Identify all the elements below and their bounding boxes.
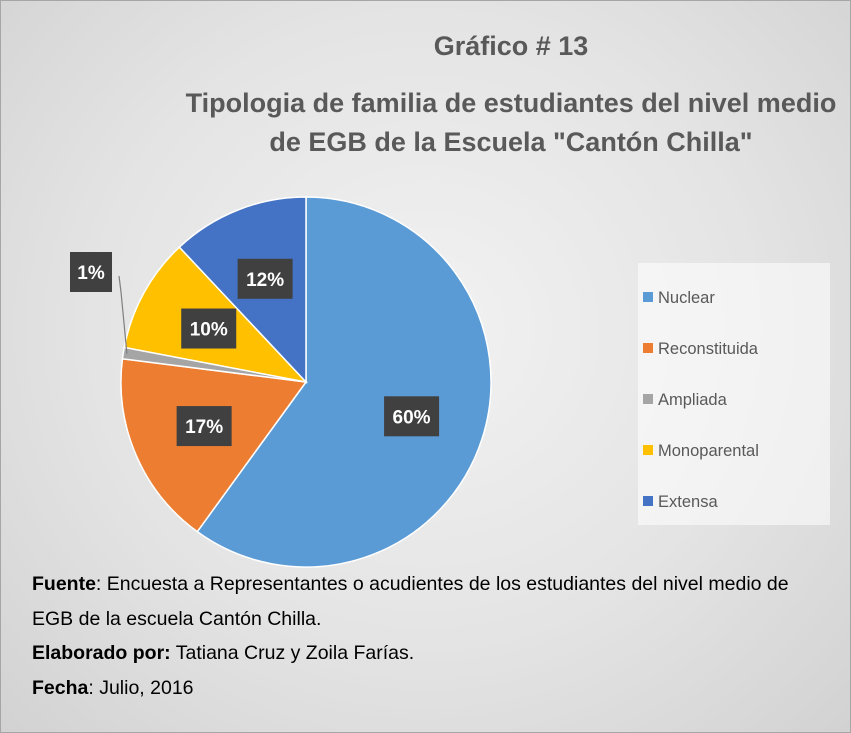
- legend-label: Extensa: [658, 493, 718, 511]
- data-label-box: [384, 396, 440, 437]
- footnote: Fuente: Encuesta a Representantes o acud…: [32, 567, 822, 636]
- legend-label: Monoparental: [658, 442, 759, 460]
- data-label: 17%: [185, 417, 223, 438]
- data-label-box: [237, 258, 293, 299]
- legend-swatch: [643, 292, 653, 302]
- data-label: 12%: [246, 270, 284, 291]
- legend-label: Ampliada: [658, 391, 728, 409]
- data-label: 1%: [77, 263, 105, 284]
- legend-swatch: [643, 496, 653, 506]
- title-block: Gráfico # 13 Tipologia de familia de est…: [181, 27, 841, 162]
- data-label: 10%: [190, 320, 228, 341]
- data-label-box: [176, 406, 232, 447]
- data-label-box: [70, 252, 112, 292]
- legend-label: Reconstituida: [658, 340, 759, 358]
- legend-swatch: [643, 394, 653, 404]
- footnote-label: Elaborado por:: [32, 642, 171, 664]
- chart-title: Gráfico # 13: [433, 31, 589, 61]
- legend-swatch: [643, 343, 653, 353]
- footnote: Elaborado por: Tatiana Cruz y Zoila Farí…: [32, 636, 822, 671]
- pie-slice: [196, 196, 492, 568]
- data-label: 60%: [393, 407, 431, 428]
- footnote-text: : Julio, 2016: [88, 676, 194, 699]
- legend-label: Nuclear: [658, 289, 715, 307]
- leader-line: [118, 275, 128, 354]
- footnotes: Fuente: Encuesta a Representantes o acud…: [32, 567, 822, 705]
- footnote-text: : Encuesta a Representantes o acudientes…: [32, 573, 789, 630]
- legend-box: [638, 263, 830, 525]
- footnote-label: Fecha: [32, 676, 89, 699]
- footnote-label: Fuente: [32, 573, 96, 595]
- data-label-box: [181, 308, 237, 349]
- footnote: Fecha: Julio, 2016: [32, 671, 822, 706]
- chart-subtitle: Tipologia de familia de estudiantes del …: [185, 88, 837, 157]
- legend-swatch: [643, 445, 653, 455]
- footnote-text: Tatiana Cruz y Zoila Farías.: [170, 642, 415, 664]
